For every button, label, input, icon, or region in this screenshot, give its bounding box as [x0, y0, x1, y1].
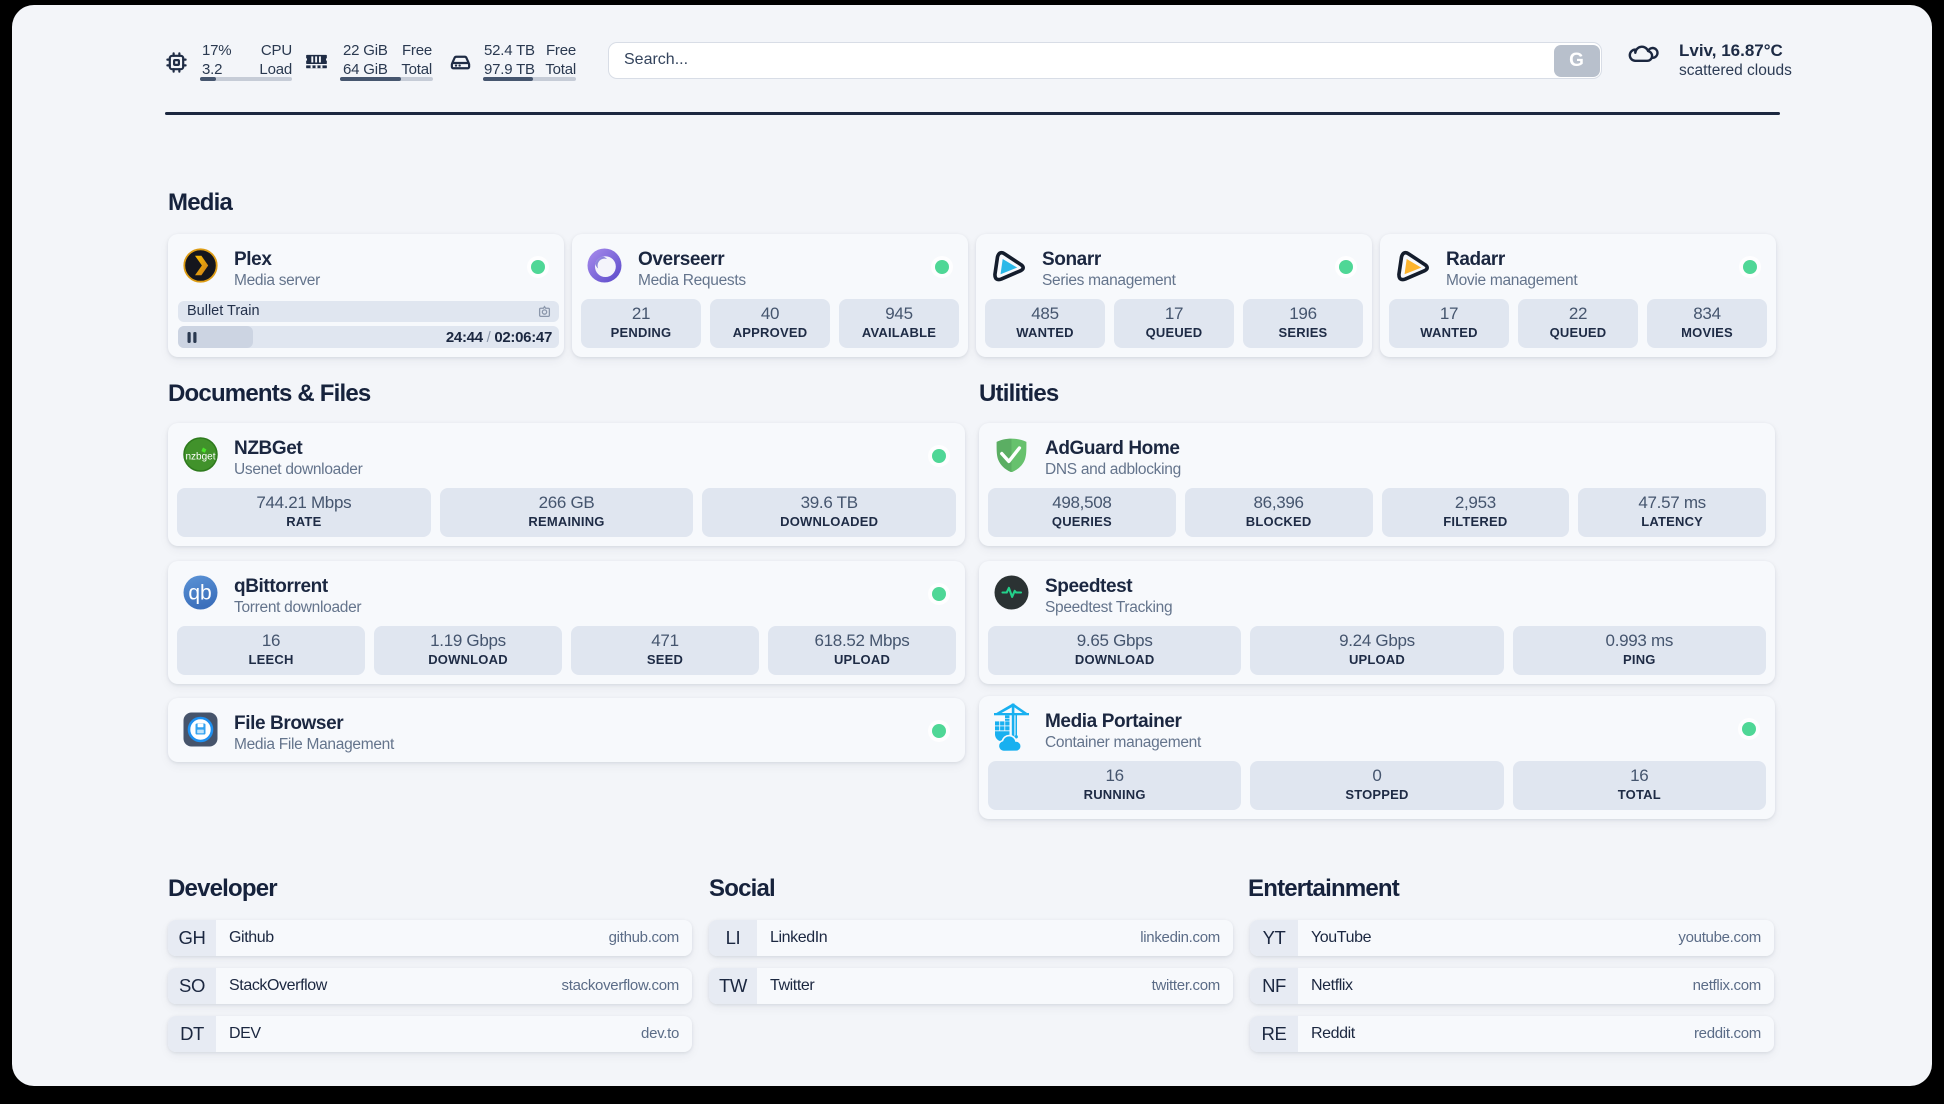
svg-text:nzbget: nzbget: [185, 452, 215, 463]
svg-text:qb: qb: [188, 582, 211, 605]
